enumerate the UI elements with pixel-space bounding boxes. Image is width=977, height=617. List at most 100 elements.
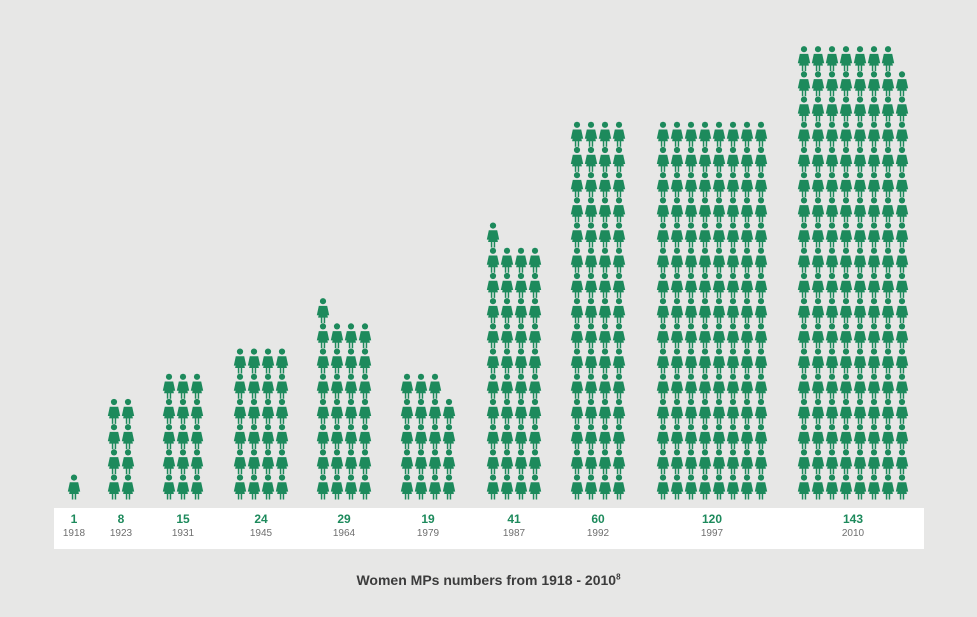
woman-figure-icon	[698, 373, 712, 399]
column-label-2010: 143 2010	[813, 512, 893, 541]
woman-figure-icon	[867, 222, 881, 248]
figure-column-1987	[486, 222, 542, 500]
woman-figure-icon	[712, 222, 726, 248]
woman-figure-icon	[839, 222, 853, 248]
woman-figure-icon	[825, 146, 839, 172]
column-label-1992: 60 1992	[558, 512, 638, 541]
woman-figure-icon	[598, 449, 612, 475]
woman-figure-icon	[881, 121, 895, 147]
woman-figure-icon	[598, 172, 612, 198]
woman-figure-icon	[698, 121, 712, 147]
woman-figure-icon	[190, 373, 204, 399]
woman-figure-icon	[867, 146, 881, 172]
year-tick-label: 1945	[249, 528, 273, 539]
year-label-band	[54, 508, 924, 549]
woman-figure-icon	[797, 121, 811, 147]
data-label: 19	[421, 512, 435, 526]
woman-figure-icon	[656, 424, 670, 450]
woman-figure-icon	[414, 398, 428, 424]
woman-figure-icon	[233, 398, 247, 424]
woman-figure-icon	[584, 398, 598, 424]
woman-figure-icon	[316, 398, 330, 424]
woman-figure-icon	[839, 373, 853, 399]
woman-figure-icon	[414, 449, 428, 475]
woman-figure-icon	[853, 474, 867, 500]
woman-figure-icon	[698, 348, 712, 374]
woman-figure-icon	[514, 449, 528, 475]
woman-figure-icon	[811, 398, 825, 424]
column-label-1997: 120 1997	[672, 512, 752, 541]
woman-figure-icon	[712, 424, 726, 450]
woman-figure-icon	[712, 272, 726, 298]
woman-figure-icon	[895, 348, 909, 374]
caption-text: Women MPs numbers from 1918 - 2010	[356, 572, 617, 588]
woman-figure-icon	[853, 398, 867, 424]
woman-figure-icon	[839, 424, 853, 450]
woman-figure-icon	[797, 197, 811, 223]
woman-figure-icon	[698, 146, 712, 172]
column-label-1987: 41 1987	[474, 512, 554, 541]
data-label: 8	[117, 512, 125, 526]
woman-figure-icon	[754, 172, 768, 198]
woman-figure-icon	[684, 348, 698, 374]
woman-figure-icon	[881, 298, 895, 324]
year-tick-label: 1931	[171, 528, 195, 539]
woman-figure-icon	[598, 323, 612, 349]
woman-figure-icon	[684, 298, 698, 324]
woman-figure-icon	[726, 272, 740, 298]
woman-figure-icon	[528, 272, 542, 298]
woman-figure-icon	[811, 46, 825, 72]
woman-figure-icon	[570, 146, 584, 172]
woman-figure-icon	[797, 222, 811, 248]
woman-figure-icon	[867, 323, 881, 349]
woman-figure-icon	[612, 298, 626, 324]
woman-figure-icon	[895, 172, 909, 198]
woman-figure-icon	[584, 121, 598, 147]
woman-figure-icon	[895, 298, 909, 324]
woman-figure-icon	[895, 96, 909, 122]
woman-figure-icon	[570, 323, 584, 349]
woman-figure-icon	[584, 474, 598, 500]
woman-figure-icon	[740, 474, 754, 500]
woman-figure-icon	[881, 222, 895, 248]
woman-figure-icon	[740, 272, 754, 298]
woman-figure-icon	[316, 298, 330, 324]
woman-figure-icon	[754, 146, 768, 172]
woman-figure-icon	[825, 373, 839, 399]
woman-figure-icon	[486, 298, 500, 324]
figure-column-1918	[67, 474, 81, 500]
woman-figure-icon	[670, 146, 684, 172]
woman-figure-icon	[881, 247, 895, 273]
woman-figure-icon	[190, 449, 204, 475]
woman-figure-icon	[612, 272, 626, 298]
woman-figure-icon	[414, 373, 428, 399]
year-tick-label: 1918	[62, 528, 86, 539]
woman-figure-icon	[330, 348, 344, 374]
woman-figure-icon	[528, 348, 542, 374]
woman-figure-icon	[811, 172, 825, 198]
year-tick-label: 1987	[502, 528, 526, 539]
woman-figure-icon	[344, 474, 358, 500]
woman-figure-icon	[797, 298, 811, 324]
woman-figure-icon	[740, 222, 754, 248]
woman-figure-icon	[358, 348, 372, 374]
woman-figure-icon	[428, 424, 442, 450]
woman-figure-icon	[839, 96, 853, 122]
woman-figure-icon	[330, 474, 344, 500]
data-label: 120	[701, 512, 723, 526]
woman-figure-icon	[895, 197, 909, 223]
woman-figure-icon	[584, 449, 598, 475]
woman-figure-icon	[670, 398, 684, 424]
woman-figure-icon	[797, 373, 811, 399]
woman-figure-icon	[670, 121, 684, 147]
woman-figure-icon	[570, 121, 584, 147]
woman-figure-icon	[853, 449, 867, 475]
woman-figure-icon	[162, 424, 176, 450]
woman-figure-icon	[162, 373, 176, 399]
woman-figure-icon	[839, 146, 853, 172]
caption-footnote: 8	[616, 572, 621, 582]
woman-figure-icon	[500, 298, 514, 324]
woman-figure-icon	[797, 323, 811, 349]
woman-figure-icon	[500, 373, 514, 399]
data-label: 24	[254, 512, 268, 526]
